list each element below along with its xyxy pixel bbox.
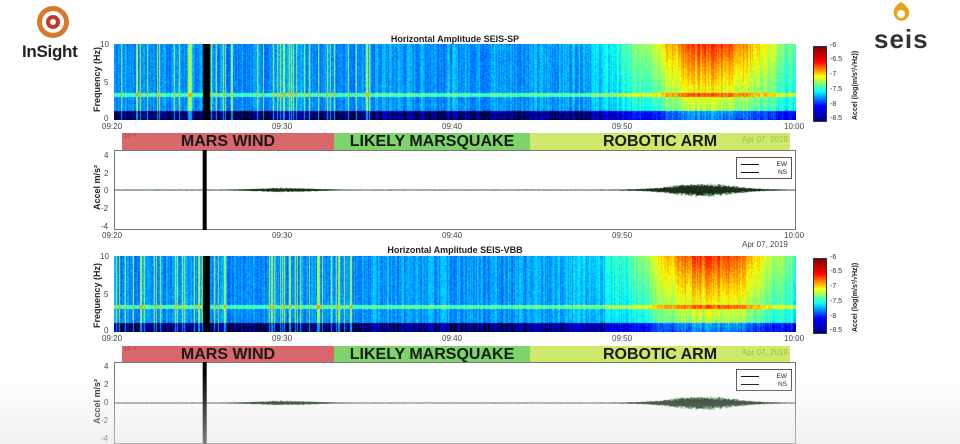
- sp-wave-ytick: 4: [104, 151, 109, 160]
- vbb-waveform-plot: [114, 362, 796, 444]
- seis-logo-text: seis: [874, 24, 929, 54]
- sp-xtick: 10:00: [784, 122, 805, 131]
- sp-spectrogram: [114, 44, 796, 120]
- sp-colorbar: [813, 46, 827, 122]
- band-scale-note: 10⁻⁸: [124, 134, 137, 140]
- sp-legend: EW NS: [736, 157, 792, 179]
- vbb-xtick: 09:30: [272, 334, 293, 343]
- legend-item-ns: NS: [741, 380, 787, 388]
- sp-wave-xtick: 09:50: [612, 231, 633, 240]
- vbb-wave-ytick: 4: [104, 362, 109, 371]
- vbb-wave-ytick: 2: [104, 380, 109, 389]
- legend-item-ns: NS: [741, 168, 787, 176]
- vbb-colorbar-label: Accel (log(m/s²/√Hz)): [852, 262, 859, 332]
- vbb-xtick: 09:50: [612, 334, 633, 343]
- sp-xtick: 09:30: [272, 122, 293, 131]
- sp-wave-ytick: 2: [104, 169, 109, 178]
- sp-ytick: 0: [104, 114, 109, 123]
- band-robotic-arm: ROBOTIC ARM: [530, 346, 790, 364]
- vbb-frequency-ylabel: Frequency (Hz): [92, 262, 102, 328]
- vbb-colorbar-tick: -6: [830, 254, 837, 261]
- band-robotic-arm: ROBOTIC ARM: [530, 133, 790, 151]
- legend-label: EW: [776, 372, 787, 380]
- band-mars-wind: MARS WIND: [122, 346, 334, 364]
- sp-wave-ytick: -4: [101, 222, 109, 231]
- vbb-wave-ytick: -4: [101, 434, 109, 443]
- sp-ytick: 5: [104, 78, 109, 87]
- sp-colorbar-label: Accel (log(m/s²/√Hz)): [852, 50, 859, 120]
- waveform-ew-trace: [114, 184, 796, 196]
- legend-label: EW: [776, 160, 787, 168]
- sp-wave-xtick: 09:30: [272, 231, 293, 240]
- event-band-top: MARS WIND LIKELY MARSQUAKE ROBOTIC ARM: [122, 133, 790, 151]
- vbb-wave-ytick: 0: [104, 398, 109, 407]
- vbb-colorbar-tick: -8: [830, 313, 837, 320]
- time-marker: [202, 362, 207, 444]
- vbb-ytick: 0: [104, 326, 109, 335]
- vbb-date: Apr 07, 2019: [742, 240, 788, 249]
- vbb-wave-ytick: -2: [101, 416, 109, 425]
- vbb-colorbar-tick: -7: [830, 283, 837, 290]
- vbb-xtick: 10:00: [784, 334, 805, 343]
- vbb-legend: EW NS: [736, 369, 792, 391]
- vbb-xtick: 09:20: [102, 334, 123, 343]
- event-band-bottom: MARS WIND LIKELY MARSQUAKE ROBOTIC ARM: [122, 346, 790, 364]
- sp-wave-xtick: 10:00: [784, 231, 805, 240]
- legend-label: NS: [777, 380, 787, 388]
- vbb-colorbar-tick: -7.5: [830, 298, 843, 305]
- sp-xtick: 09:50: [612, 122, 633, 131]
- sp-chart-title: Horizontal Amplitude SEIS-SP: [390, 34, 520, 44]
- sp-wave-ytick: -2: [101, 204, 109, 213]
- legend-label: NS: [777, 168, 787, 176]
- band-likely-marsquake: LIKELY MARSQUAKE: [334, 346, 530, 364]
- sp-colorbar-tick: -8: [830, 101, 837, 108]
- vbb-ytick: 10: [100, 252, 109, 261]
- band-likely-marsquake: LIKELY MARSQUAKE: [334, 133, 530, 151]
- sp-colorbar-tick: -6.5: [830, 56, 843, 63]
- band-scale-note: 10⁻⁸: [124, 347, 137, 353]
- sp-waveform-plot: [114, 150, 796, 230]
- vbb-colorbar: [813, 258, 827, 334]
- band-mars-wind: MARS WIND: [122, 133, 334, 151]
- insight-logo: InSight: [22, 4, 102, 61]
- vbb-ytick: 5: [104, 290, 109, 299]
- sp-colorbar-tick: -7: [830, 71, 837, 78]
- legend-item-ew: EW: [741, 372, 787, 380]
- seis-logo-icon: [893, 2, 910, 21]
- insight-logo-text: InSight: [22, 42, 78, 61]
- band-date: Apr 07, 2019: [742, 348, 788, 357]
- sp-xtick: 09:40: [442, 122, 463, 131]
- seis-logo: seis: [868, 0, 948, 56]
- legend-item-ew: EW: [741, 160, 787, 168]
- time-marker: [202, 150, 207, 230]
- sp-xtick: 09:20: [102, 122, 123, 131]
- vbb-chart-title: Horizontal Amplitude SEIS-VBB: [387, 245, 523, 255]
- sp-colorbar-tick: -8.5: [830, 115, 843, 122]
- vbb-colorbar-tick: -8.5: [830, 327, 843, 334]
- insight-logo-icon: [37, 6, 69, 38]
- vbb-colorbar-tick: -6.5: [830, 268, 843, 275]
- sp-ytick: 10: [100, 40, 109, 49]
- sp-frequency-ylabel: Frequency (Hz): [92, 46, 102, 112]
- vbb-xtick: 09:40: [442, 334, 463, 343]
- sp-colorbar-tick: -7.5: [830, 86, 843, 93]
- band-date: Apr 07, 2019: [742, 135, 788, 144]
- sp-wave-xtick: 09:20: [102, 231, 123, 240]
- sp-wave-xtick: 09:40: [442, 231, 463, 240]
- sp-wave-ytick: 0: [104, 186, 109, 195]
- vbb-spectrogram: [114, 256, 796, 332]
- sp-colorbar-tick: -6: [830, 42, 837, 49]
